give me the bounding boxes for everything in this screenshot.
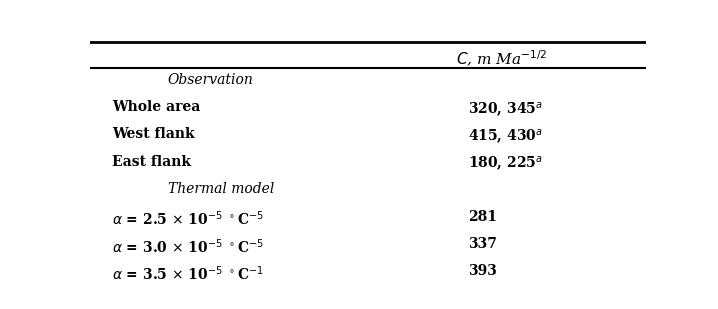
Text: Whole area: Whole area [112,100,200,114]
Text: 281: 281 [468,210,497,224]
Text: $C$, m Ma$^{-1/2}$: $C$, m Ma$^{-1/2}$ [456,49,547,69]
Text: East flank: East flank [112,155,191,169]
Text: Observation: Observation [168,73,253,87]
Text: 337: 337 [468,237,497,251]
Text: 393: 393 [468,264,497,278]
Text: West flank: West flank [112,128,195,142]
Text: Thermal model: Thermal model [168,182,274,196]
Text: $\alpha$ = 2.5 $\times$ 10$^{-5}$ $^\circ$C$^{-5}$: $\alpha$ = 2.5 $\times$ 10$^{-5}$ $^\cir… [112,210,264,228]
Text: $\alpha$ = 3.0 $\times$ 10$^{-5}$ $^\circ$C$^{-5}$: $\alpha$ = 3.0 $\times$ 10$^{-5}$ $^\cir… [112,237,264,256]
Text: 320, 345$^a$: 320, 345$^a$ [468,100,544,119]
Text: $\alpha$ = 3.5 $\times$ 10$^{-5}$ $^\circ$C$^{-1}$: $\alpha$ = 3.5 $\times$ 10$^{-5}$ $^\cir… [112,264,264,283]
Text: 180, 225$^a$: 180, 225$^a$ [468,155,544,173]
Text: 415, 430$^a$: 415, 430$^a$ [468,128,544,146]
